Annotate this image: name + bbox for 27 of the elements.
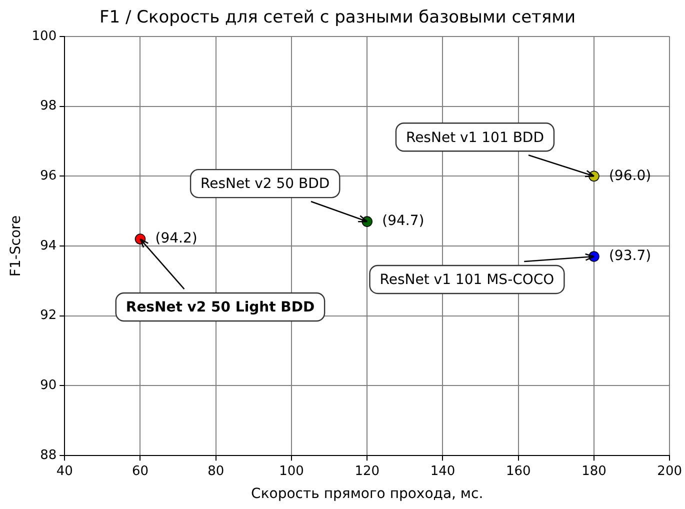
data-label: (94.7) <box>382 213 424 230</box>
annotation: ResNet v1 101 MS-COCO <box>380 272 554 288</box>
y-tick-label: 100 <box>32 28 57 44</box>
y-axis-title: F1-Score <box>8 215 24 277</box>
y-tick-label: 94 <box>40 238 57 254</box>
x-tick-label: 160 <box>506 464 531 479</box>
chart-title: F1 / Скорость для сетей с разными базовыми сетями <box>99 8 576 28</box>
data-label: (94.2) <box>155 230 198 247</box>
data-label: (96.0) <box>608 168 652 184</box>
y-tick-label: 90 <box>40 378 57 394</box>
y-tick-label: 88 <box>40 448 57 463</box>
x-axis-title: Скорость прямого прохода, мс. <box>251 486 484 502</box>
annotation: ResNet v1 101 BDD <box>406 130 544 146</box>
y-tick-label: 92 <box>40 308 57 324</box>
x-tick-label: 80 <box>208 464 224 479</box>
y-tick-label: 96 <box>40 168 57 184</box>
x-tick-label: 140 <box>430 464 456 479</box>
x-tick-label: 200 <box>657 464 682 479</box>
annotation: ResNet v2 50 BDD <box>200 176 330 192</box>
data-label: (93.7) <box>608 248 652 264</box>
x-tick-label: 40 <box>56 464 73 479</box>
annotation: ResNet v2 50 Light BDD <box>126 300 315 316</box>
x-tick-label: 180 <box>582 464 606 479</box>
x-tick-label: 60 <box>132 464 149 479</box>
y-tick-label: 98 <box>40 98 57 114</box>
x-tick-label: 100 <box>279 464 304 479</box>
x-tick-label: 120 <box>354 464 380 479</box>
